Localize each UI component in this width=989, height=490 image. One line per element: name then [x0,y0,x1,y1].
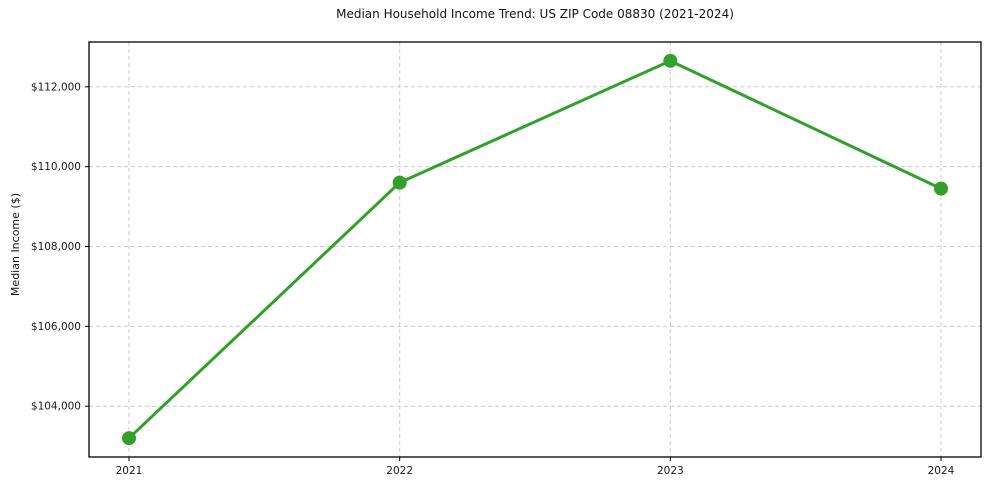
data-point-2024 [934,181,948,196]
data-point-2023 [663,53,678,68]
plot-frame [88,41,982,458]
y-tick-label: $108,000 [31,241,81,253]
y-tick-label: $106,000 [31,321,81,333]
trend-line [127,59,943,440]
x-tick-label: 2022 [386,465,413,477]
data-point-2021 [122,431,136,446]
x-tick-label: 2024 [928,465,955,477]
x-tick-label: 2023 [657,465,684,477]
x-tick-label: 2021 [116,465,143,477]
data-point-2022 [392,175,407,190]
y-tick-label: $112,000 [31,81,81,93]
y-tick-label: $104,000 [31,401,81,413]
y-tick-label: $110,000 [31,161,81,173]
chart-title: Median Household Income Trend: US ZIP Co… [336,7,734,21]
